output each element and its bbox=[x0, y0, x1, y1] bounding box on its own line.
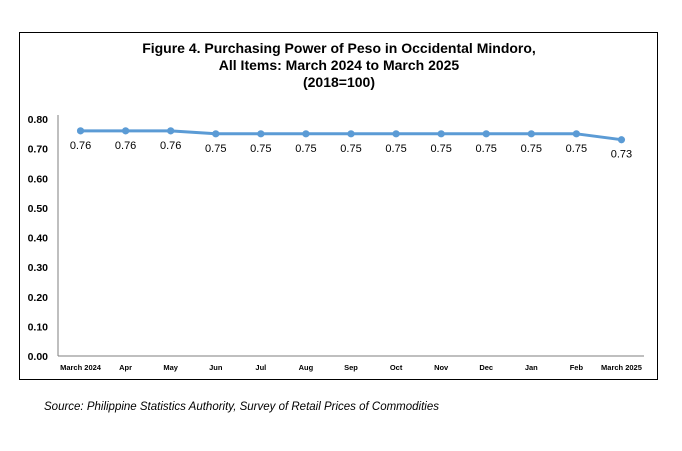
x-tick-label: March 2024 bbox=[60, 363, 102, 372]
data-label: 0.76 bbox=[115, 140, 136, 152]
y-tick-label: 0.70 bbox=[28, 144, 49, 156]
x-tick-label: Sep bbox=[344, 363, 358, 372]
data-point bbox=[392, 130, 400, 138]
data-point bbox=[257, 130, 265, 138]
x-tick-label: Jan bbox=[525, 363, 538, 372]
data-label: 0.76 bbox=[70, 140, 91, 152]
x-tick-label: Apr bbox=[119, 363, 132, 372]
y-tick-label: 0.50 bbox=[28, 203, 49, 215]
data-point bbox=[167, 127, 175, 135]
data-point bbox=[122, 127, 130, 135]
x-tick-label: May bbox=[163, 363, 178, 372]
y-tick-label: 0.30 bbox=[28, 262, 49, 274]
data-label: 0.75 bbox=[295, 143, 316, 155]
x-tick-label: Jul bbox=[255, 363, 266, 372]
data-label: 0.75 bbox=[340, 143, 361, 155]
data-point bbox=[437, 130, 445, 138]
chart-title-line: (2018=100) bbox=[303, 74, 375, 90]
data-label: 0.75 bbox=[476, 143, 497, 155]
data-point bbox=[302, 130, 310, 138]
x-tick-label: Dec bbox=[479, 363, 493, 372]
data-label: 0.75 bbox=[521, 143, 542, 155]
data-point bbox=[347, 130, 355, 138]
data-point bbox=[212, 130, 220, 138]
data-label: 0.75 bbox=[205, 143, 226, 155]
line-chart: Figure 4. Purchasing Power of Peso in Oc… bbox=[28, 40, 644, 372]
x-tick-label: Aug bbox=[299, 363, 314, 372]
x-tick-label: Nov bbox=[434, 363, 449, 372]
chart-title-line: All Items: March 2024 to March 2025 bbox=[219, 57, 460, 73]
y-tick-label: 0.60 bbox=[28, 173, 49, 185]
x-tick-label: Oct bbox=[390, 363, 403, 372]
data-point bbox=[617, 136, 626, 144]
y-tick-label: 0.20 bbox=[28, 292, 49, 304]
chart-title-line: Figure 4. Purchasing Power of Peso in Oc… bbox=[142, 40, 536, 56]
data-label: 0.75 bbox=[430, 143, 451, 155]
data-label: 0.75 bbox=[250, 143, 271, 155]
data-label: 0.76 bbox=[160, 140, 181, 152]
data-point bbox=[572, 130, 580, 138]
data-point bbox=[482, 130, 490, 138]
y-tick-label: 0.00 bbox=[28, 351, 49, 363]
source-note: Source: Philippine Statistics Authority,… bbox=[44, 401, 439, 413]
x-tick-label: Feb bbox=[570, 363, 584, 372]
y-tick-label: 0.80 bbox=[28, 114, 49, 126]
data-point bbox=[527, 130, 535, 138]
x-tick-label: Jun bbox=[209, 363, 223, 372]
chart-frame: Figure 4. Purchasing Power of Peso in Oc… bbox=[19, 32, 658, 380]
data-label: 0.75 bbox=[566, 143, 587, 155]
y-tick-label: 0.40 bbox=[28, 233, 49, 245]
data-point bbox=[76, 127, 85, 135]
y-tick-label: 0.10 bbox=[28, 321, 49, 333]
x-tick-label: March 2025 bbox=[601, 363, 642, 372]
data-label: 0.75 bbox=[385, 143, 406, 155]
data-label: 0.73 bbox=[611, 149, 632, 161]
